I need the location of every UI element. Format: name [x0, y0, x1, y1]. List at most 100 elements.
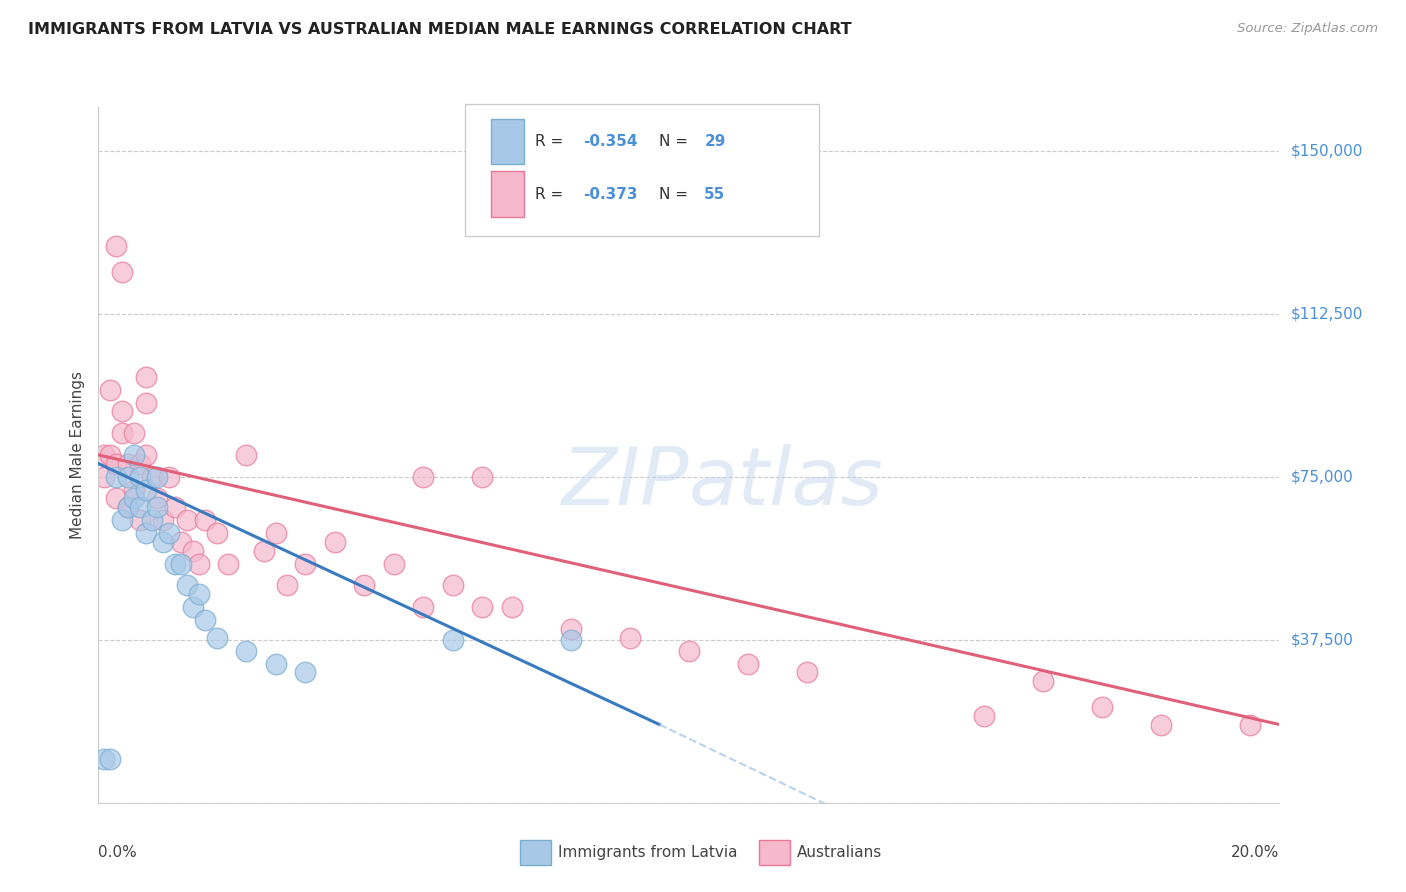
Point	[276, 578, 298, 592]
Point	[678, 643, 700, 657]
Point	[111, 265, 134, 279]
Point	[122, 448, 145, 462]
Point	[117, 500, 139, 514]
Point	[152, 513, 174, 527]
Point	[973, 708, 995, 723]
Point	[98, 752, 121, 766]
Point	[441, 578, 464, 592]
Point	[128, 469, 150, 483]
Point	[128, 457, 150, 471]
Text: N =: N =	[659, 186, 693, 202]
Point	[235, 643, 257, 657]
Point	[382, 557, 405, 571]
Point	[796, 665, 818, 680]
Point	[135, 483, 157, 497]
Text: 55: 55	[704, 186, 725, 202]
Point	[181, 543, 204, 558]
Point	[1091, 700, 1114, 714]
Point	[217, 557, 239, 571]
Point	[135, 396, 157, 410]
Text: atlas: atlas	[689, 443, 884, 522]
Point	[98, 383, 121, 397]
Text: IMMIGRANTS FROM LATVIA VS AUSTRALIAN MEDIAN MALE EARNINGS CORRELATION CHART: IMMIGRANTS FROM LATVIA VS AUSTRALIAN MED…	[28, 22, 852, 37]
Point	[105, 491, 128, 506]
Point	[93, 469, 115, 483]
Point	[141, 513, 163, 527]
Point	[235, 448, 257, 462]
Point	[111, 513, 134, 527]
Text: -0.373: -0.373	[582, 186, 637, 202]
Point	[264, 526, 287, 541]
Point	[412, 600, 434, 615]
Point	[471, 600, 494, 615]
Point	[1150, 717, 1173, 731]
Point	[117, 469, 139, 483]
Point	[170, 557, 193, 571]
Bar	[491, 120, 523, 164]
Point	[165, 557, 187, 571]
Point	[353, 578, 375, 592]
Point	[1032, 674, 1054, 689]
Text: R =: R =	[536, 135, 568, 149]
Point	[128, 513, 150, 527]
FancyBboxPatch shape	[464, 103, 818, 235]
Point	[122, 491, 145, 506]
Text: Immigrants from Latvia: Immigrants from Latvia	[558, 846, 738, 860]
Point	[105, 469, 128, 483]
Point	[146, 469, 169, 483]
Point	[105, 239, 128, 253]
Point	[187, 557, 209, 571]
Point	[264, 657, 287, 671]
Point	[194, 513, 217, 527]
Text: $112,500: $112,500	[1291, 306, 1362, 321]
Text: 0.0%: 0.0%	[98, 845, 138, 860]
Y-axis label: Median Male Earnings: Median Male Earnings	[70, 371, 86, 539]
Point	[560, 622, 582, 636]
Point	[181, 600, 204, 615]
Point	[194, 613, 217, 627]
Point	[111, 404, 134, 418]
Text: N =: N =	[659, 135, 693, 149]
Point	[205, 631, 228, 645]
Bar	[491, 171, 523, 217]
Point	[294, 557, 316, 571]
Point	[187, 587, 209, 601]
Point	[93, 752, 115, 766]
Point	[501, 600, 523, 615]
Point	[176, 578, 198, 592]
Text: -0.354: -0.354	[582, 135, 637, 149]
Text: $150,000: $150,000	[1291, 143, 1362, 158]
Point	[117, 500, 139, 514]
Point	[105, 457, 128, 471]
Point	[135, 448, 157, 462]
Point	[176, 513, 198, 527]
Point	[122, 483, 145, 497]
Point	[146, 491, 169, 506]
Point	[122, 426, 145, 441]
Text: $75,000: $75,000	[1291, 469, 1354, 484]
Text: ZIP: ZIP	[561, 443, 689, 522]
Point	[111, 426, 134, 441]
Point	[170, 535, 193, 549]
Point	[619, 631, 641, 645]
Point	[152, 535, 174, 549]
Point	[441, 632, 464, 647]
Text: $37,500: $37,500	[1291, 632, 1354, 648]
Point	[294, 665, 316, 680]
Point	[135, 526, 157, 541]
Point	[737, 657, 759, 671]
Point	[253, 543, 276, 558]
Point	[93, 448, 115, 462]
Point	[1239, 717, 1261, 731]
Point	[117, 457, 139, 471]
Point	[471, 469, 494, 483]
Point	[205, 526, 228, 541]
Point	[412, 469, 434, 483]
Point	[323, 535, 346, 549]
Text: 29: 29	[704, 135, 725, 149]
Point	[146, 500, 169, 514]
Point	[157, 526, 180, 541]
Text: 20.0%: 20.0%	[1232, 845, 1279, 860]
Point	[135, 369, 157, 384]
Point	[128, 500, 150, 514]
